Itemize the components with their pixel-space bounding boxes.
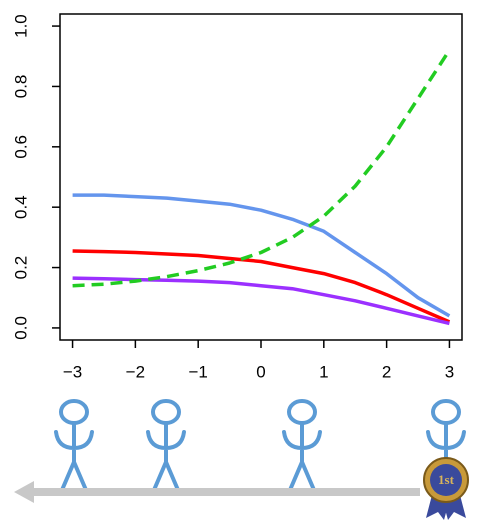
stick-figure (56, 401, 92, 490)
x-tick-label: 3 (445, 362, 454, 381)
x-tick-label: 0 (256, 362, 265, 381)
y-tick-label: 0.8 (11, 75, 30, 99)
stick-figure (284, 401, 320, 490)
series-line (73, 50, 450, 286)
series-line (73, 278, 450, 323)
y-tick-label: 0.0 (11, 316, 30, 340)
figures (56, 401, 464, 490)
badge-text: 1st (438, 472, 455, 487)
x-tick-label: 1 (319, 362, 328, 381)
y-tick-label: 0.2 (11, 256, 30, 280)
arrow (14, 481, 420, 503)
x-tick-label: 2 (382, 362, 391, 381)
y-tick-label: 0.4 (11, 195, 30, 219)
y-tick-label: 1.0 (11, 14, 30, 38)
y-tick-label: 0.6 (11, 135, 30, 159)
badge: 1st (424, 458, 468, 520)
plot-frame (60, 14, 462, 340)
x-tick-label: −1 (188, 362, 207, 381)
x-tick-label: −2 (126, 362, 145, 381)
chart: 1st 0.0 0.2 0.4 0.6 0.8 1.0 −3 −2 −1 0 1 2 3 (0, 0, 489, 522)
x-tick-label: −3 (63, 362, 82, 381)
stick-figure (148, 401, 184, 490)
